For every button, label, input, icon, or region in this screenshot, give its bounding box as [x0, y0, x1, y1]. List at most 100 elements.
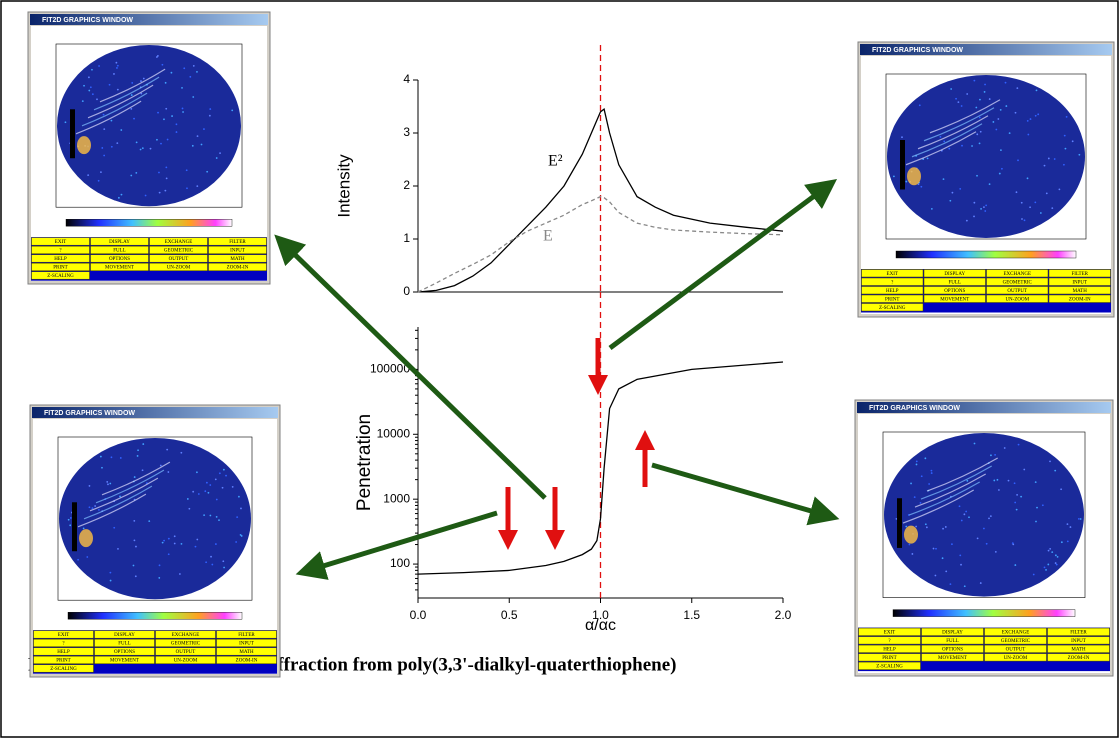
button[interactable] — [33, 647, 94, 656]
button[interactable] — [94, 630, 155, 639]
button[interactable] — [33, 655, 94, 664]
button[interactable] — [986, 286, 1049, 295]
button[interactable] — [1048, 277, 1111, 286]
colorbar — [895, 250, 1077, 259]
button[interactable] — [94, 638, 155, 647]
button[interactable] — [31, 262, 90, 271]
speckle — [203, 514, 206, 517]
speckle — [1021, 218, 1023, 220]
button-label: OUTPUT — [176, 650, 196, 655]
button[interactable] — [33, 630, 94, 639]
button[interactable] — [1047, 627, 1110, 636]
button[interactable] — [858, 636, 921, 645]
fit2d-window: FIT2D GRAPHICS WINDOW EXIT DISPLAY EXCHANGE… — [854, 399, 1114, 677]
speckle — [985, 204, 988, 207]
speckle — [999, 108, 1002, 111]
button[interactable] — [208, 245, 267, 254]
button[interactable] — [208, 237, 267, 246]
speckle — [976, 174, 978, 177]
button[interactable] — [208, 262, 267, 271]
button[interactable] — [1048, 286, 1111, 295]
button[interactable] — [921, 653, 984, 662]
button[interactable] — [858, 627, 921, 636]
speckle — [979, 98, 981, 101]
speckle — [1013, 482, 1016, 485]
button[interactable] — [861, 303, 924, 312]
button[interactable] — [1048, 294, 1111, 303]
button[interactable] — [861, 294, 924, 303]
button[interactable] — [155, 630, 216, 639]
button[interactable] — [1047, 636, 1110, 645]
button[interactable] — [923, 269, 986, 278]
button[interactable] — [149, 237, 208, 246]
button[interactable] — [986, 277, 1049, 286]
button[interactable] — [858, 653, 921, 662]
x-tick-label: 0.5 — [501, 608, 518, 622]
button[interactable] — [984, 644, 1047, 653]
button[interactable] — [90, 254, 149, 263]
window-title: FIT2D GRAPHICS WINDOW — [42, 17, 133, 24]
button[interactable] — [94, 647, 155, 656]
button[interactable] — [149, 245, 208, 254]
button[interactable] — [1047, 653, 1110, 662]
button[interactable] — [923, 277, 986, 286]
speckle — [1049, 460, 1051, 463]
button[interactable] — [216, 647, 277, 656]
button[interactable] — [216, 655, 277, 664]
speckle — [1000, 149, 1002, 152]
button[interactable] — [31, 237, 90, 246]
speckle — [994, 453, 996, 456]
button[interactable] — [923, 286, 986, 295]
button[interactable] — [149, 262, 208, 271]
speckle — [165, 107, 168, 110]
speckle — [64, 121, 67, 124]
button[interactable] — [155, 638, 216, 647]
button-label: FULL — [946, 639, 959, 644]
button[interactable] — [1047, 644, 1110, 653]
button[interactable] — [861, 286, 924, 295]
button[interactable] — [986, 269, 1049, 278]
button[interactable] — [33, 664, 94, 673]
green-arrow — [274, 234, 547, 500]
button[interactable] — [921, 636, 984, 645]
speckle — [943, 140, 946, 143]
speckle — [1047, 157, 1050, 160]
button[interactable] — [31, 271, 90, 280]
button[interactable] — [984, 627, 1047, 636]
speckle — [979, 582, 982, 584]
button-label: OPTIONS — [109, 257, 130, 262]
button[interactable] — [149, 254, 208, 263]
button[interactable] — [216, 638, 277, 647]
speckle — [1049, 547, 1052, 550]
button[interactable] — [33, 638, 94, 647]
button[interactable] — [858, 661, 921, 670]
button[interactable] — [986, 294, 1049, 303]
button[interactable] — [861, 277, 924, 286]
button[interactable] — [923, 294, 986, 303]
button[interactable] — [31, 254, 90, 263]
button[interactable] — [921, 644, 984, 653]
button[interactable] — [921, 627, 984, 636]
speckle — [973, 79, 976, 82]
x-axis-label: α/αc — [585, 617, 616, 634]
speckle — [238, 495, 240, 498]
speckle — [959, 554, 962, 557]
button[interactable] — [155, 647, 216, 656]
button-label: MOVEMENT — [940, 297, 969, 302]
speckle — [928, 483, 931, 485]
button[interactable] — [31, 245, 90, 254]
button[interactable] — [216, 630, 277, 639]
button[interactable] — [90, 237, 149, 246]
button[interactable] — [90, 245, 149, 254]
speckle — [1054, 562, 1057, 564]
button[interactable] — [1048, 269, 1111, 278]
button[interactable] — [858, 644, 921, 653]
button[interactable] — [90, 262, 149, 271]
button[interactable] — [861, 269, 924, 278]
button[interactable] — [984, 653, 1047, 662]
speckle — [915, 463, 918, 466]
button[interactable] — [94, 655, 155, 664]
button[interactable] — [208, 254, 267, 263]
button[interactable] — [984, 636, 1047, 645]
button[interactable] — [155, 655, 216, 664]
